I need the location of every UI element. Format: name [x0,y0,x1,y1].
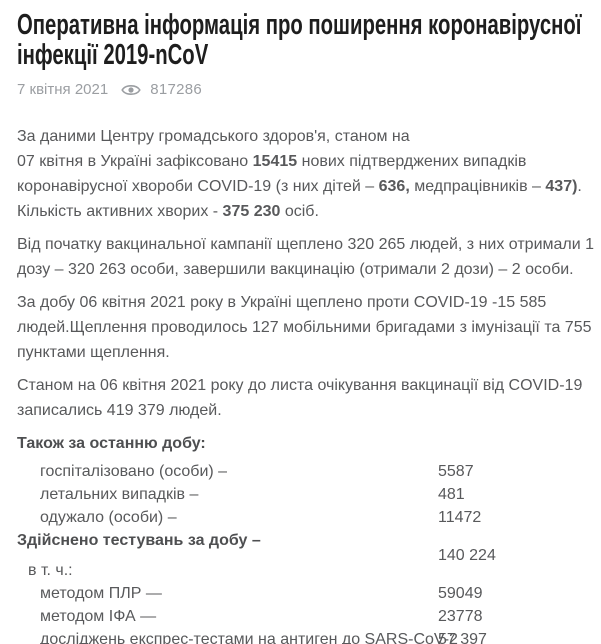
text-line: записались 419 379 людей. [17,402,222,419]
eye-icon [121,83,141,97]
stat-value: 59049 [438,585,483,602]
text-line: Кількість активних хворих - 375 230 осіб… [17,199,591,224]
stat-row-antigen: досліджень експрес-тестами на антиген до… [17,628,591,644]
new-cases-count: 15415 [252,153,298,170]
tests-including-label: в т. ч.: [28,562,73,579]
stat-value: 11472 [438,509,482,526]
title-line-1: Оперативна інформація про поширення коро… [17,9,582,41]
paragraph-waiting-list: Станом на 06 квітня 2021 року до листа о… [17,373,591,423]
title-line-2: інфекції 2019-nCoV [17,39,209,71]
children-cases-count: 636, [378,178,410,195]
text-segment: осіб. [280,203,319,220]
medics-cases-count: 437) [545,178,578,195]
stat-value: 481 [438,486,465,503]
stat-row-pcr: методом ПЛР — 59049 [17,582,591,605]
paragraph-vaccination-total: Від початку вакцинальної кампанії щеплен… [17,232,595,282]
stat-row-deaths: летальних випадків – 481 [17,483,591,506]
stat-label: госпіталізовано (особи) – [40,463,228,480]
publish-date: 7 квітня 2021 [17,81,109,98]
daily-stats-heading: Також за останню добу: [17,435,206,452]
view-count: 817286 [150,81,203,98]
stat-value: 23778 [438,608,483,625]
stat-row-elisa: методом ІФА — 23778 [17,605,591,628]
article-body: За даними Центру громадського здоров'я, … [17,124,595,644]
text-line: За даними Центру громадського здоров'я, … [17,124,591,149]
text-segment: Кількість активних хворих - [17,203,223,220]
text-line: людей.Щеплення проводилось 127 мобільним… [17,319,592,336]
paragraph-new-cases: За даними Центру громадського здоров'я, … [17,124,591,224]
stat-value: 5587 [438,463,474,480]
article-meta: 7 квітня 2021 817286 [17,81,591,98]
text-line: дозу – 320 263 особи, завершили вакцинац… [17,261,574,278]
tests-total-label: Здійснено тестувань за добу – [17,532,261,549]
text-line: Від початку вакцинальної кампанії щеплен… [17,236,595,253]
stat-label: методом ІФА — [40,608,157,625]
text-segment: коронавірусної хвороби COVID-19 (з них д… [17,178,379,195]
text-segment: нових підтверджених випадків [297,153,527,170]
page-title: Оперативна інформація про поширення коро… [17,10,591,70]
text-segment: . [577,178,582,195]
stat-row-tests-total: Здійснено тестувань за добу – в т. ч.: 1… [17,529,591,582]
text-segment: медпрацівників – [409,178,546,195]
page-title-text: Оперативна інформація про поширення коро… [17,10,592,70]
text-line: коронавірусної хвороби COVID-19 (з них д… [17,174,591,199]
text-line: Станом на 06 квітня 2021 року до листа о… [17,377,583,394]
stat-row-hospitalized: госпіталізовано (особи) – 5587 [17,460,591,483]
active-cases-count: 375 230 [222,203,281,220]
stat-label: досліджень експрес-тестами на антиген до… [40,631,458,644]
text-line: 07 квітня в Україні зафіксовано 15415 но… [17,149,591,174]
stat-row-recovered: одужало (особи) – 11472 [17,506,591,529]
stat-value: 57 397 [438,631,487,644]
tests-label-group: Здійснено тестувань за добу – в т. ч.: [17,529,438,582]
stat-label: летальних випадків – [40,486,199,503]
paragraph-vaccination-daily: За добу 06 квітня 2021 року в Україні ще… [17,290,592,365]
stat-label: методом ПЛР — [40,585,162,602]
text-segment: За даними Центру громадського здоров'я, … [17,128,410,145]
text-line: За добу 06 квітня 2021 року в Україні ще… [17,294,547,311]
text-segment: 07 квітня в Україні зафіксовано [17,153,253,170]
stat-value: 140 224 [438,547,496,564]
stat-label: одужало (особи) – [40,509,177,526]
text-line: пунктами щеплення. [17,344,170,361]
